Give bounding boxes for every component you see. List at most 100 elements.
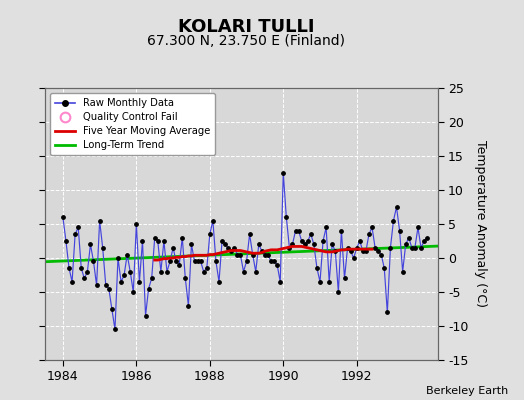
Point: [120, 272, 128, 278]
Point: [117, 278, 125, 285]
Point: [175, 262, 183, 268]
Point: [221, 241, 230, 248]
Point: [276, 278, 285, 285]
Text: 67.300 N, 23.750 E (Finland): 67.300 N, 23.750 E (Finland): [147, 34, 345, 48]
Point: [362, 248, 370, 254]
Point: [371, 244, 379, 251]
Point: [215, 278, 223, 285]
Point: [163, 268, 171, 275]
Point: [408, 244, 416, 251]
Point: [123, 251, 132, 258]
Point: [105, 286, 113, 292]
Point: [396, 228, 404, 234]
Point: [252, 268, 260, 275]
Point: [414, 224, 422, 230]
Point: [334, 289, 343, 295]
Point: [405, 234, 413, 241]
Point: [279, 170, 288, 176]
Point: [300, 241, 309, 248]
Point: [358, 248, 367, 254]
Text: Berkeley Earth: Berkeley Earth: [426, 386, 508, 396]
Point: [157, 268, 165, 275]
Point: [209, 218, 217, 224]
Point: [282, 214, 290, 220]
Point: [147, 275, 156, 282]
Point: [258, 248, 266, 254]
Point: [193, 258, 202, 265]
Point: [218, 238, 226, 244]
Point: [328, 241, 336, 248]
Point: [343, 244, 352, 251]
Point: [420, 238, 428, 244]
Point: [196, 258, 205, 265]
Point: [68, 278, 77, 285]
Point: [205, 231, 214, 237]
Point: [169, 244, 177, 251]
Point: [239, 268, 248, 275]
Point: [145, 286, 153, 292]
Point: [71, 231, 79, 237]
Point: [99, 244, 107, 251]
Point: [374, 248, 383, 254]
Point: [325, 278, 333, 285]
Point: [288, 241, 297, 248]
Point: [267, 258, 275, 265]
Text: KOLARI TULLI: KOLARI TULLI: [178, 18, 314, 36]
Point: [261, 251, 269, 258]
Legend: Raw Monthly Data, Quality Control Fail, Five Year Moving Average, Long-Term Tren: Raw Monthly Data, Quality Control Fail, …: [50, 93, 215, 155]
Point: [80, 275, 89, 282]
Point: [107, 306, 116, 312]
Point: [203, 265, 211, 271]
Point: [356, 238, 364, 244]
Point: [331, 248, 340, 254]
Point: [187, 241, 195, 248]
Point: [368, 224, 376, 230]
Point: [291, 228, 300, 234]
Point: [132, 221, 140, 227]
Point: [346, 248, 355, 254]
Point: [111, 326, 119, 333]
Point: [181, 275, 190, 282]
Point: [255, 241, 263, 248]
Point: [294, 228, 303, 234]
Point: [83, 268, 92, 275]
Point: [86, 241, 95, 248]
Point: [423, 234, 431, 241]
Point: [150, 234, 159, 241]
Point: [95, 218, 104, 224]
Point: [190, 258, 199, 265]
Point: [353, 244, 361, 251]
Point: [138, 238, 147, 244]
Point: [365, 231, 373, 237]
Point: [316, 278, 324, 285]
Point: [126, 268, 135, 275]
Point: [411, 244, 419, 251]
Point: [135, 278, 144, 285]
Point: [89, 258, 97, 265]
Point: [313, 265, 321, 271]
Point: [243, 258, 251, 265]
Point: [307, 231, 315, 237]
Point: [386, 244, 395, 251]
Point: [303, 238, 312, 244]
Point: [102, 282, 110, 288]
Point: [377, 251, 386, 258]
Point: [264, 251, 272, 258]
Point: [114, 255, 122, 261]
Point: [401, 241, 410, 248]
Point: [141, 313, 150, 319]
Point: [74, 224, 82, 230]
Point: [270, 258, 278, 265]
Point: [337, 228, 346, 234]
Point: [322, 224, 330, 230]
Point: [310, 241, 318, 248]
Point: [227, 248, 235, 254]
Y-axis label: Temperature Anomaly (°C): Temperature Anomaly (°C): [474, 140, 487, 308]
Point: [273, 262, 281, 268]
Point: [154, 238, 162, 244]
Point: [236, 251, 245, 258]
Point: [417, 244, 425, 251]
Point: [248, 251, 257, 258]
Point: [380, 265, 388, 271]
Point: [166, 258, 174, 265]
